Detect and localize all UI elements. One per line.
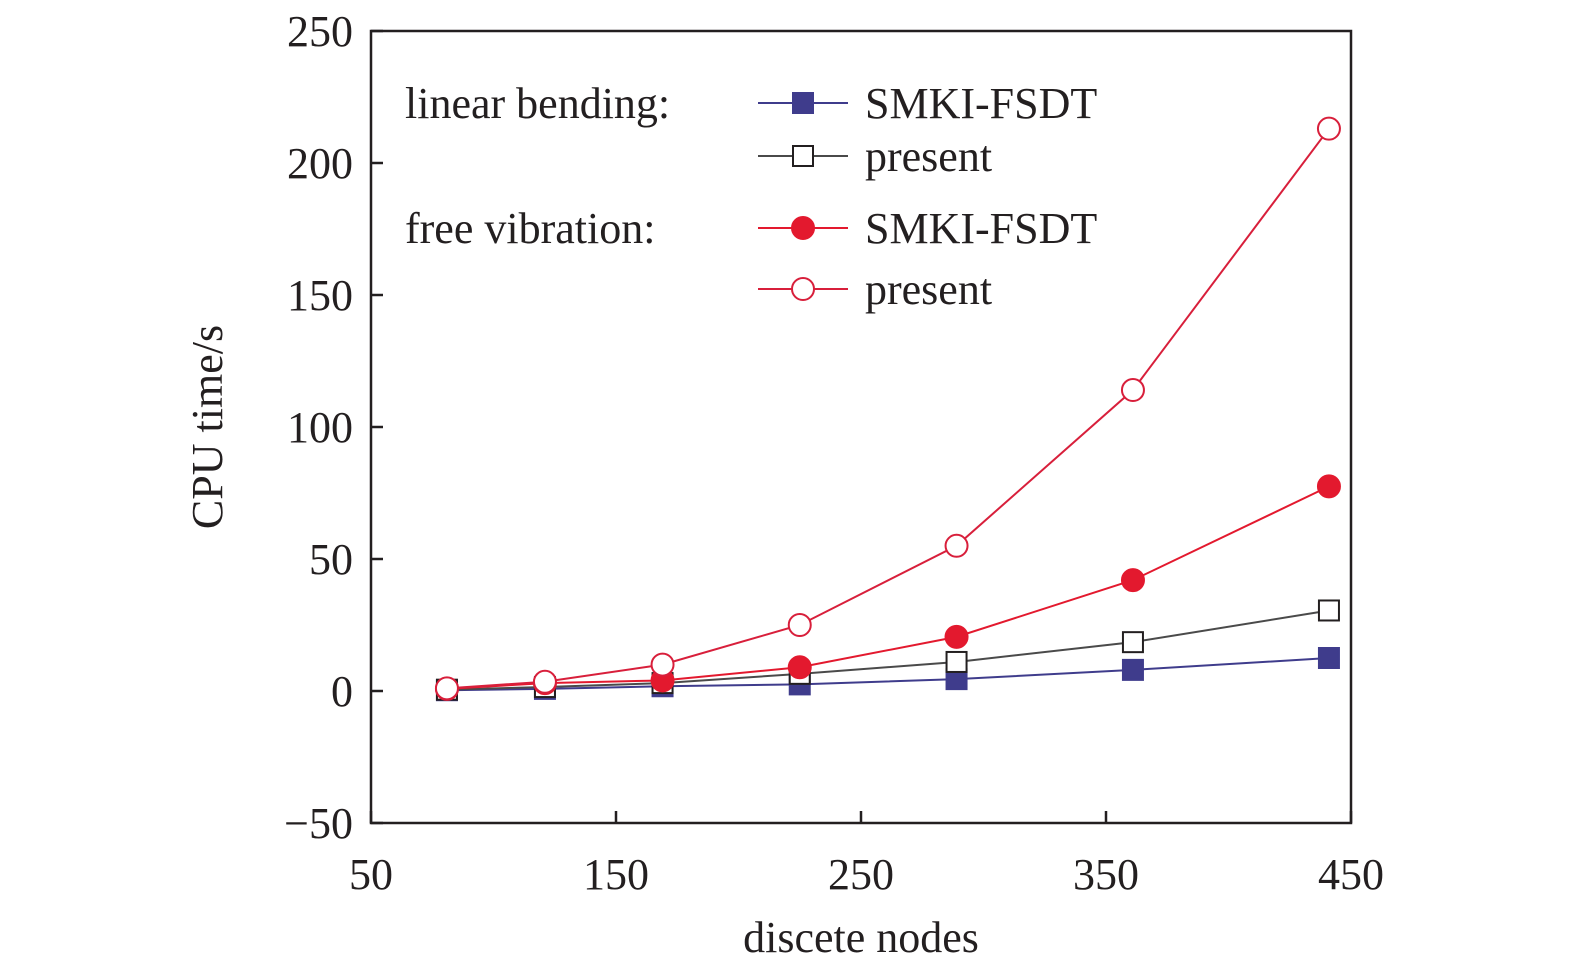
x-axis-title: discete nodes <box>743 913 979 962</box>
legend-group-label: free vibration: <box>405 204 655 253</box>
data-point <box>434 676 459 701</box>
data-point <box>532 669 557 694</box>
x-tick-label: 50 <box>349 850 393 899</box>
data-point <box>787 655 812 680</box>
y-tick-label: −50 <box>284 799 353 848</box>
y-tick-label: 100 <box>287 403 353 452</box>
y-tick-label: 200 <box>287 139 353 188</box>
data-point <box>650 652 675 677</box>
legend-swatch-marker <box>792 92 814 114</box>
legend-entry-label: present <box>865 132 992 181</box>
plot-area <box>434 116 1341 702</box>
data-point <box>944 624 969 649</box>
data-point <box>787 613 812 637</box>
y-axis-title: CPU time/s <box>183 325 232 529</box>
legend-swatch-marker <box>791 216 815 240</box>
legend-swatch-marker <box>792 145 814 167</box>
series-line <box>446 485 1330 690</box>
data-point <box>1317 599 1340 622</box>
legend-group-label: linear bending: <box>405 79 670 128</box>
data-point <box>1316 116 1341 141</box>
data-point <box>1317 647 1340 669</box>
data-point <box>1316 474 1341 499</box>
y-tick-label: 150 <box>287 271 353 320</box>
x-tick-label: 350 <box>1073 850 1139 899</box>
data-point <box>1121 631 1144 654</box>
data-point <box>1120 378 1145 403</box>
x-tick-label: 450 <box>1318 850 1384 899</box>
y-tick-label: 50 <box>309 535 353 584</box>
legend-entry-label: present <box>865 265 992 314</box>
legend-entry-label: SMKI-FSDT <box>865 204 1097 253</box>
data-point <box>1120 568 1145 593</box>
y-tick-label: 250 <box>287 7 353 56</box>
series-0 <box>435 647 1340 702</box>
series-3 <box>434 116 1341 701</box>
x-tick-label: 150 <box>583 850 649 899</box>
legend-entry-label: SMKI-FSDT <box>865 79 1097 128</box>
data-point <box>945 650 968 673</box>
data-point <box>944 533 969 558</box>
y-tick-label: 0 <box>331 667 353 716</box>
data-point <box>1121 658 1144 681</box>
x-tick-label: 250 <box>828 850 894 899</box>
plot-frame <box>369 29 1353 825</box>
legend-swatch-marker <box>791 277 815 301</box>
axes: 50 150 250 350 450 −50 0 50 100 150 200 250 discete … <box>183 7 1384 962</box>
